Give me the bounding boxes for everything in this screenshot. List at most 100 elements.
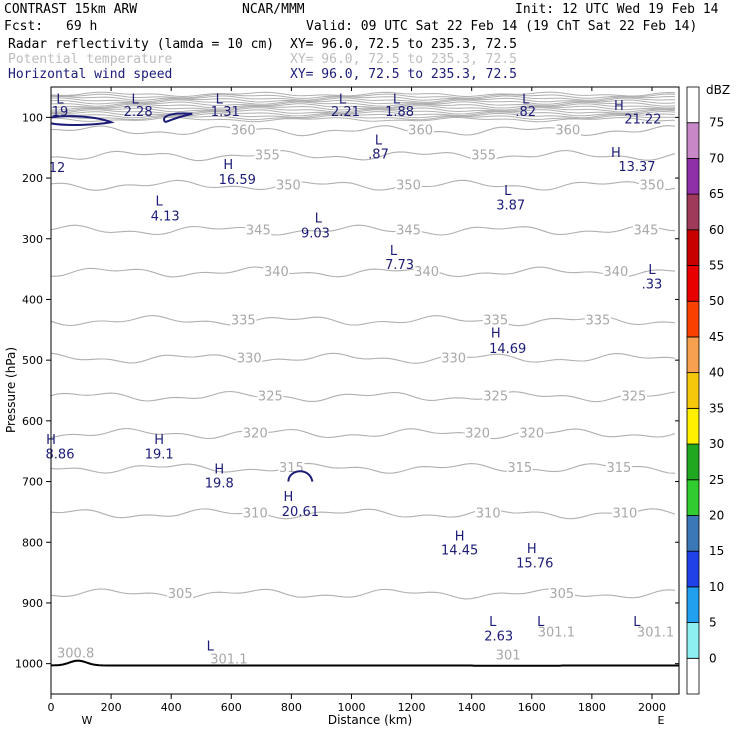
isentrope-label-bg (254, 148, 281, 163)
upper-isentrope-line (50, 112, 676, 119)
isentrope-label-bg (242, 506, 269, 521)
surface-theta-label: 301.1 (210, 653, 247, 668)
isentrope-330 (50, 352, 676, 364)
legend-swatch (686, 586, 700, 623)
y-tick-label: 100 (22, 111, 43, 124)
isentrope-label-bg (506, 461, 533, 476)
wind-extremum-marker: L (390, 244, 398, 259)
legend-level-label: 25 (709, 473, 724, 487)
isentrope-label: 315 (606, 461, 631, 476)
isentrope-315 (50, 462, 676, 474)
terrain-line (50, 659, 679, 667)
x-tick-label: 200 (101, 701, 122, 714)
isentrope-label-bg (440, 351, 467, 366)
wind-value-label: 7.73 (385, 258, 414, 273)
field-wind-xy: XY= 96.0, 72.5 to 235.3, 72.5 (290, 67, 517, 82)
y-tick-label: 1000 (15, 658, 43, 671)
isentrope-label: 355 (471, 149, 496, 164)
isentrope-label-bg (230, 313, 257, 328)
isentrope-label-bg (407, 123, 434, 138)
wind-extremum-marker: L (489, 615, 497, 630)
wind-value-label: 14.69 (489, 342, 526, 357)
wind-extremum-marker: H (283, 490, 293, 505)
isentrope-label: 345 (246, 223, 271, 238)
isentrope-label-bg (242, 426, 269, 441)
y-tick-label: 800 (22, 536, 43, 549)
x-tick-label: 1600 (518, 701, 546, 714)
upper-isentrope-line (50, 97, 676, 103)
upper-isentrope-line (50, 107, 676, 113)
isentrope-label: 360 (555, 124, 580, 139)
upper-isentrope-line (51, 105, 676, 111)
legend-level-label: 0 (709, 651, 717, 665)
upper-isentrope-line (50, 101, 676, 107)
wind-extremum-marker: H (527, 542, 537, 557)
upper-isentrope-line (50, 109, 676, 115)
isentrope-label: 305 (168, 587, 193, 602)
isentrope-label: 355 (255, 149, 280, 164)
isentrope-label: 335 (585, 314, 610, 329)
surface-theta-label: 300.8 (57, 647, 94, 662)
isentrope-label: 315 (507, 461, 532, 476)
upper-isentrope-line (50, 91, 676, 98)
isentrope-label: 310 (243, 507, 268, 522)
x-tick-label: 2000 (638, 701, 666, 714)
upper-isentrope-line (51, 93, 676, 99)
wind-value-label: 2.28 (124, 105, 153, 120)
jet-contour-mid (163, 112, 193, 124)
isentrope-label-bg (602, 265, 629, 280)
isentrope-label: 330 (237, 351, 262, 366)
wind-value-label: 19.8 (205, 477, 234, 492)
plot-background (51, 87, 679, 694)
legend-level-label: 40 (709, 366, 724, 380)
isentrope-label: 325 (258, 390, 283, 405)
isentrope-label: 350 (276, 178, 301, 193)
upper-isentrope-band (50, 91, 676, 123)
wind-extremum-marker: L (315, 211, 323, 226)
legend-swatch (686, 300, 700, 338)
isentrope-label: 325 (622, 390, 647, 405)
isentrope-label-bg (620, 389, 647, 404)
isentrope-label: 360 (231, 124, 256, 139)
wind-value-label: 14.45 (441, 543, 478, 558)
wind-value-label: 1.31 (211, 105, 240, 120)
isentrope-label-bg (395, 223, 422, 238)
fcst-label: Fcst: (4, 19, 43, 34)
fcst-value: 69 h (66, 19, 97, 34)
field-wind-name: Horizontal wind speed (8, 67, 172, 82)
isentrope-label-bg (548, 586, 575, 601)
isentrope-label-bg (554, 123, 581, 138)
wind-value-label: 8.86 (46, 447, 75, 462)
wind-value-label: 9.03 (301, 227, 330, 242)
isentrope-label: 310 (476, 507, 501, 522)
x-tick-label: 0 (48, 701, 55, 714)
isentrope-label: 335 (231, 314, 256, 329)
x-axis: 0 200 400 600 800 1000 1200 1400 1600 1800 2000 (48, 87, 666, 714)
field-theta-name: Potential temperature (8, 52, 173, 67)
wind-value-label: 21.22 (624, 112, 661, 127)
isentrope-355 (50, 149, 676, 162)
wind-value-label: 2.21 (331, 105, 360, 120)
x-tick-label: 800 (281, 701, 302, 714)
isentrope-label-bg (632, 223, 659, 238)
isentrope-label-bg (584, 313, 611, 328)
init-time: Init: 12 UTC Wed 19 Feb 14 (515, 2, 719, 17)
y-axis: 100 200 300 400 500 600 700 800 900 1000 (15, 111, 679, 671)
wind-extremum-marker: H (154, 433, 164, 448)
wind-extremum-marker: L (339, 92, 347, 107)
org-title: NCAR/MMM (242, 2, 305, 17)
isentrope-label-bg (470, 148, 497, 163)
x-axis-label: Distance (km) (328, 713, 412, 727)
surface-theta-label: 301.1 (538, 625, 575, 640)
wind-extremum-marker: H (611, 146, 621, 161)
legend-swatch (686, 158, 700, 195)
wind-value-label: 13.37 (618, 160, 655, 175)
wind-value-label: 15.76 (516, 557, 553, 572)
isentrope-label-bg (167, 586, 194, 601)
x-tick-label: 1800 (578, 701, 606, 714)
isentrope-label-bg (638, 178, 665, 193)
legend-swatch (686, 515, 700, 552)
